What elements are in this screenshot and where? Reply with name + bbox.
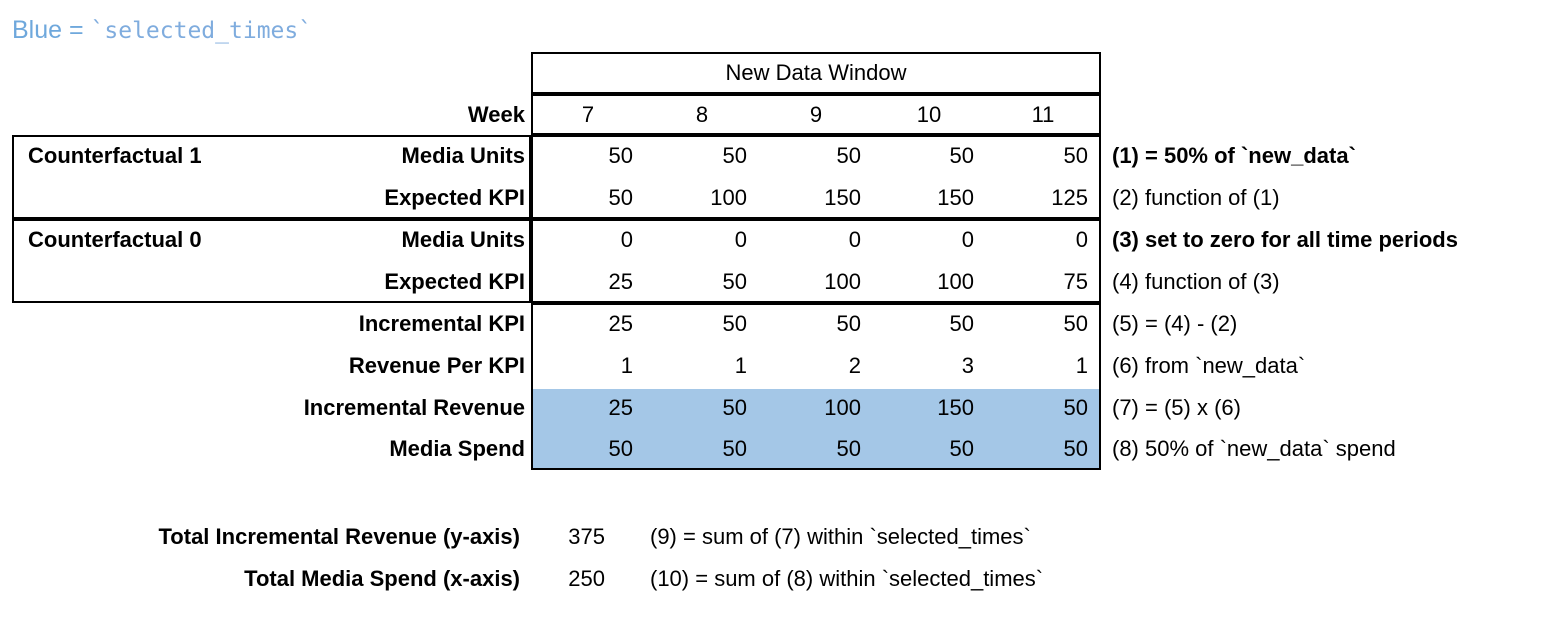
table-cell: 1 — [734, 353, 747, 378]
table-cell: 0 — [848, 227, 861, 252]
table-cell: 1 — [620, 353, 633, 378]
table-cell: 25 — [608, 395, 633, 420]
table-cell: 125 — [1051, 185, 1088, 210]
week-col: 11 — [1031, 102, 1055, 127]
week-col: 8 — [695, 102, 709, 127]
table-cell: 50 — [722, 143, 747, 168]
row-annotation: (2) function of (1) — [1112, 185, 1280, 210]
group-label-counterfactual-0: Counterfactual 0 — [28, 227, 202, 252]
table-row-media-units-cf0: Media Units 0 0 0 0 0 (3) set to zero fo… — [0, 219, 1544, 261]
table-cell: 50 — [722, 436, 747, 461]
table-row-incremental-kpi: Incremental KPI 25 50 50 50 50 (5) = (4)… — [0, 303, 1544, 345]
row-annotation: (8) 50% of `new_data` spend — [1112, 436, 1396, 461]
row-annotation: (1) = 50% of `new_data` — [1112, 143, 1356, 168]
row-label: Incremental Revenue — [303, 395, 525, 420]
row-label: Media Units — [401, 227, 525, 252]
legend-blue-label: Blue = — [12, 16, 91, 44]
table-cell: 50 — [836, 143, 861, 168]
table-cell: 0 — [620, 227, 633, 252]
table-cell: 50 — [949, 143, 974, 168]
table-row-media-spend: Media Spend 50 50 50 50 50 (8) 50% of `n… — [0, 428, 1544, 470]
counterfactual-1-label-border — [12, 135, 531, 219]
table-cell: 50 — [608, 143, 633, 168]
table-cell: 0 — [961, 227, 974, 252]
week-row: Week 7 8 9 10 11 — [0, 94, 1544, 135]
week-col: 10 — [916, 102, 942, 127]
counterfactual-1-data-border — [531, 135, 1101, 219]
total-value: 250 — [568, 566, 605, 591]
table-cell: 2 — [848, 353, 861, 378]
counterfactual-0-data-border — [531, 219, 1101, 303]
row-label: Media Units — [401, 143, 525, 168]
table-cell: 50 — [836, 436, 861, 461]
selected-times-highlight — [533, 389, 1099, 468]
total-label: Total Incremental Revenue (y-axis) — [158, 524, 521, 549]
week-header-label: Week — [467, 102, 525, 127]
total-annotation: (10) = sum of (8) within `selected_times… — [650, 566, 1044, 591]
table-cell: 50 — [608, 185, 633, 210]
table-cell: 50 — [608, 436, 633, 461]
table-cell: 50 — [1063, 311, 1088, 336]
table-cell: 50 — [1063, 436, 1088, 461]
table-cell: 0 — [734, 227, 747, 252]
table-cell: 1 — [1075, 353, 1088, 378]
table-cell: 3 — [961, 353, 974, 378]
row-label: Revenue Per KPI — [348, 353, 525, 378]
table-cell: 75 — [1063, 269, 1088, 294]
table-cell: 100 — [824, 269, 861, 294]
table-cell: 100 — [710, 185, 747, 210]
table-row-incremental-revenue: Incremental Revenue 25 50 100 150 50 (7)… — [0, 387, 1544, 429]
total-value: 375 — [568, 524, 605, 549]
new-data-window-border — [531, 52, 1101, 94]
table-row-expected-kpi-cf0: Expected KPI 25 50 100 100 75 (4) functi… — [0, 261, 1544, 303]
legend: Blue = `selected_times` — [12, 16, 312, 45]
table-cell: 150 — [937, 395, 974, 420]
group-label-counterfactual-1: Counterfactual 1 — [28, 143, 202, 168]
table-cell: 25 — [608, 311, 633, 336]
new-data-window-title: New Data Window — [725, 60, 907, 85]
legend-selected-times-code: `selected_times` — [90, 18, 313, 44]
table-row-expected-kpi-cf1: Expected KPI 50 100 150 150 125 (2) func… — [0, 177, 1544, 219]
table-cell: 50 — [1063, 143, 1088, 168]
row-annotation: (5) = (4) - (2) — [1112, 311, 1238, 336]
table-cell: 50 — [722, 269, 747, 294]
row-annotation: (4) function of (3) — [1112, 269, 1280, 294]
table-cell: 50 — [722, 311, 747, 336]
table-cell: 50 — [722, 395, 747, 420]
week-col: 9 — [809, 102, 823, 127]
row-annotation: (6) from `new_data` — [1112, 353, 1306, 378]
group-label-row: Counterfactual 0 — [0, 219, 1544, 261]
table-cell: 50 — [1063, 395, 1088, 420]
total-incremental-revenue-row: Total Incremental Revenue (y-axis) 375 (… — [0, 516, 1544, 558]
counterfactual-0-label-border — [12, 219, 531, 303]
table-row-media-units-cf1: Media Units 50 50 50 50 50 (1) = 50% of … — [0, 135, 1544, 177]
row-label: Media Spend — [389, 436, 525, 461]
group-label-row: Counterfactual 1 — [0, 135, 1544, 177]
row-label: Expected KPI — [384, 269, 525, 294]
table-cell: 150 — [937, 185, 974, 210]
table-cell: 50 — [949, 436, 974, 461]
table-cell: 150 — [824, 185, 861, 210]
week-col: 7 — [581, 102, 595, 127]
table-cell: 100 — [937, 269, 974, 294]
row-annotation: (7) = (5) x (6) — [1112, 395, 1241, 420]
total-media-spend-row: Total Media Spend (x-axis) 250 (10) = su… — [0, 558, 1544, 600]
total-label: Total Media Spend (x-axis) — [244, 566, 520, 591]
table-row-revenue-per-kpi: Revenue Per KPI 1 1 2 3 1 (6) from `new_… — [0, 345, 1544, 387]
table-cell: 50 — [836, 311, 861, 336]
row-label: Expected KPI — [384, 185, 525, 210]
derived-rows-data-border — [531, 303, 1101, 470]
week-row-border — [531, 94, 1101, 135]
table-cell: 25 — [608, 269, 633, 294]
row-annotation: (3) set to zero for all time periods — [1112, 227, 1458, 252]
table-cell: 100 — [824, 395, 861, 420]
table-cell: 0 — [1075, 227, 1088, 252]
total-annotation: (9) = sum of (7) within `selected_times` — [650, 524, 1031, 549]
row-label: Incremental KPI — [358, 311, 525, 336]
table-cell: 50 — [949, 311, 974, 336]
